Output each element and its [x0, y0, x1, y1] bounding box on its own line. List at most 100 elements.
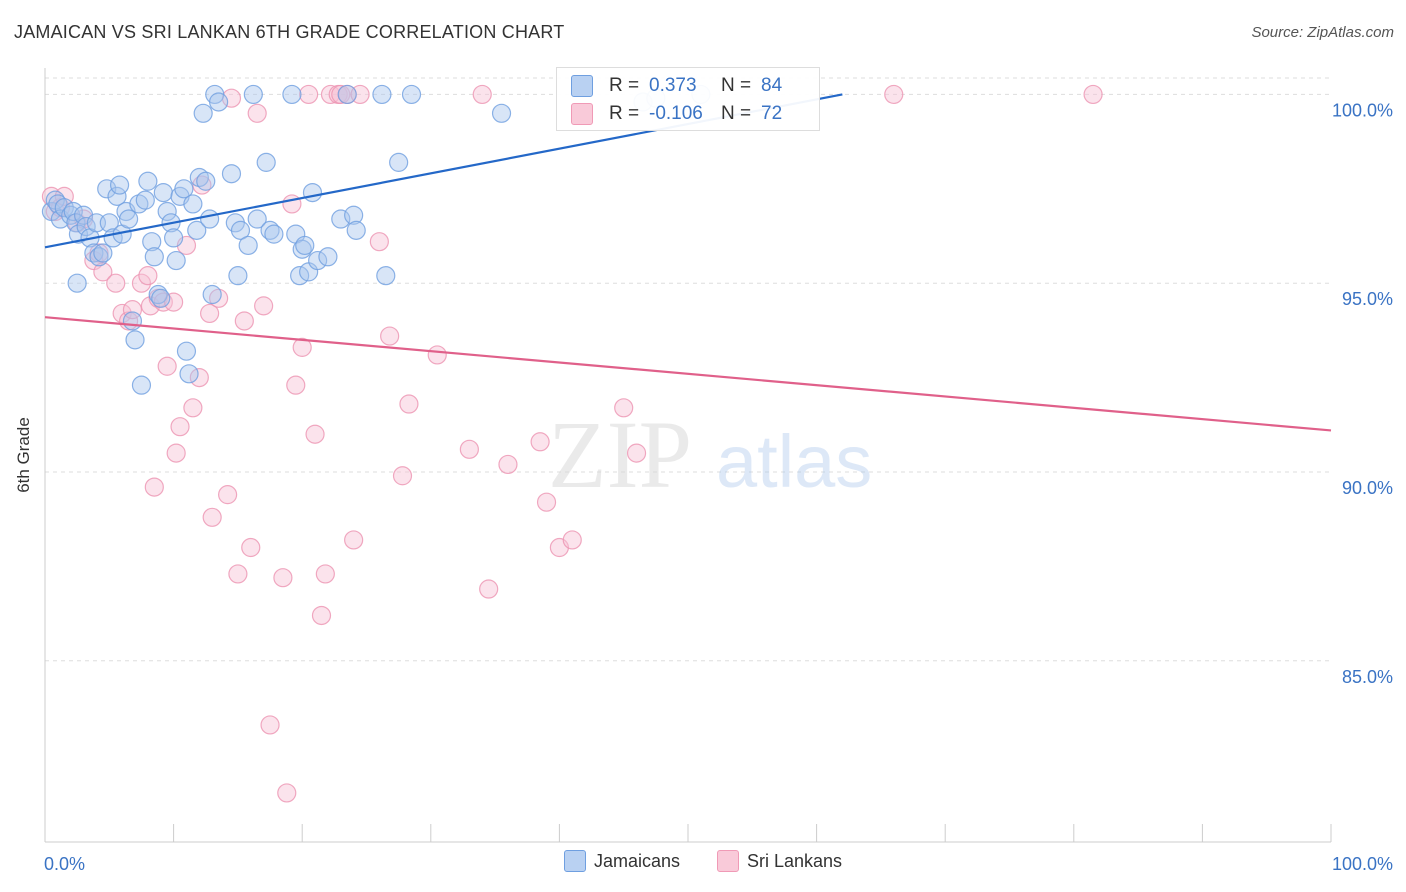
y-tick-label: 90.0%: [1342, 478, 1393, 498]
jamaicans-point: [164, 228, 184, 248]
trend-lines: [44, 93, 1332, 432]
srilankans-point: [282, 194, 302, 214]
legend-item-srilankans[interactable]: Sri Lankans: [717, 850, 842, 872]
n-label: N =: [721, 103, 752, 124]
srilankans-point: [459, 439, 479, 459]
srilankans-point: [189, 368, 209, 388]
srilankans-point: [536, 492, 557, 512]
jamaicans-point: [308, 250, 328, 271]
srilankans-point: [247, 103, 267, 123]
jamaicans-legend-label: Jamaicans: [593, 850, 680, 871]
jamaicans-point: [346, 220, 366, 240]
jamaicans-point: [344, 205, 364, 225]
jamaicans-points: [41, 84, 711, 395]
srilankans-point: [369, 232, 389, 252]
srilankans-point: [1083, 84, 1103, 105]
jamaicans-point: [264, 224, 284, 244]
jamaicans-point: [179, 364, 199, 384]
srilankans-point: [228, 564, 248, 584]
srilankans-point: [479, 579, 499, 599]
jamaicans-point: [97, 179, 117, 199]
srilankans-point: [614, 398, 634, 418]
y-tick-labels: 100.0% 95.0% 90.0% 85.0%: [1332, 100, 1393, 686]
srilankans-point: [472, 84, 492, 105]
srilankans-point: [626, 443, 647, 463]
jamaicans-point: [93, 243, 113, 263]
srilankans-point: [254, 296, 274, 316]
srilankans-point: [380, 326, 400, 346]
srilankans-point: [292, 337, 312, 357]
jamaicans-point: [228, 266, 248, 286]
jamaicans-point: [221, 164, 242, 184]
srilankans-point: [286, 375, 306, 395]
stats-row-srilankans: R = -0.106 N = 72: [571, 101, 782, 127]
jamaicans-point: [76, 216, 96, 237]
jamaicans-point: [202, 284, 222, 305]
srilankans-point: [299, 84, 319, 105]
series-legend: Jamaicans Sri Lankans: [0, 850, 1406, 878]
n-value: 72: [761, 103, 783, 124]
srilankans-point: [315, 564, 335, 584]
jamaicans-point: [256, 152, 276, 172]
srilankans-point: [392, 466, 413, 486]
srilankans-point: [106, 273, 126, 293]
jamaicans-point: [131, 375, 152, 395]
srilankans-point: [144, 477, 164, 497]
srilankans-point: [260, 715, 280, 735]
jamaicans-point: [389, 152, 409, 172]
srilankans-point: [157, 356, 177, 376]
srilankans-point: [427, 345, 447, 365]
jamaicans-point: [89, 247, 109, 267]
srilankans-point: [200, 303, 220, 324]
jamaicans-point: [401, 84, 422, 105]
jamaicans-point: [157, 201, 177, 222]
jamaicans-point: [138, 171, 158, 191]
srilankans-point: [311, 605, 332, 626]
jamaicans-point: [376, 266, 396, 286]
x-tick-label: 0.0%: [44, 854, 85, 874]
jamaicans-point: [282, 84, 302, 105]
srilankans-point: [166, 443, 186, 463]
jamaicans-point: [318, 247, 338, 267]
r-value: -0.106: [649, 103, 703, 124]
srilankans-point: [164, 292, 184, 312]
jamaicans-point: [109, 175, 130, 195]
srilankans-point: [234, 311, 254, 331]
jamaicans-legend-swatch: [563, 850, 586, 872]
jamaicans-point: [174, 179, 194, 199]
jamaicans-point: [63, 201, 83, 222]
watermark-zip: ZIP: [548, 401, 692, 508]
jamaicans-point: [196, 171, 216, 191]
srilankans-point: [241, 537, 261, 558]
y-tick-label: 100.0%: [1332, 100, 1393, 120]
srilankans-point: [884, 84, 904, 105]
jamaicans-point: [135, 190, 155, 210]
x-tick-label: 100.0%: [1332, 854, 1393, 874]
srilankans-point: [122, 300, 143, 320]
x-tick-labels: 0.0% 100.0%: [44, 854, 1393, 874]
srilankans-point: [530, 432, 550, 452]
n-label: N =: [721, 75, 752, 96]
srilankans-point: [218, 485, 238, 505]
jamaicans-point: [337, 84, 357, 105]
jamaicans-point: [230, 220, 251, 240]
source-label: Source: ZipAtlas.com: [1251, 24, 1394, 41]
srilankans-swatch: [571, 103, 593, 125]
srilankans-point: [399, 394, 419, 414]
jamaicans-point: [187, 220, 207, 240]
jamaicans-point: [151, 288, 171, 308]
srilankans-point: [138, 266, 158, 286]
jamaicans-point: [238, 235, 258, 256]
jamaicans-point: [125, 330, 145, 350]
jamaicans-point: [247, 209, 267, 229]
y-tick-label: 95.0%: [1342, 289, 1393, 309]
srilankans-point: [93, 262, 113, 282]
jamaicans-point: [107, 186, 127, 206]
srilankans-legend-swatch: [717, 850, 739, 872]
srilankans-point: [192, 175, 212, 195]
legend-item-jamaicans[interactable]: Jamaicans: [563, 850, 680, 872]
jamaicans-point: [372, 84, 392, 105]
jamaicans-point: [66, 213, 86, 233]
srilankans-point: [170, 417, 190, 437]
